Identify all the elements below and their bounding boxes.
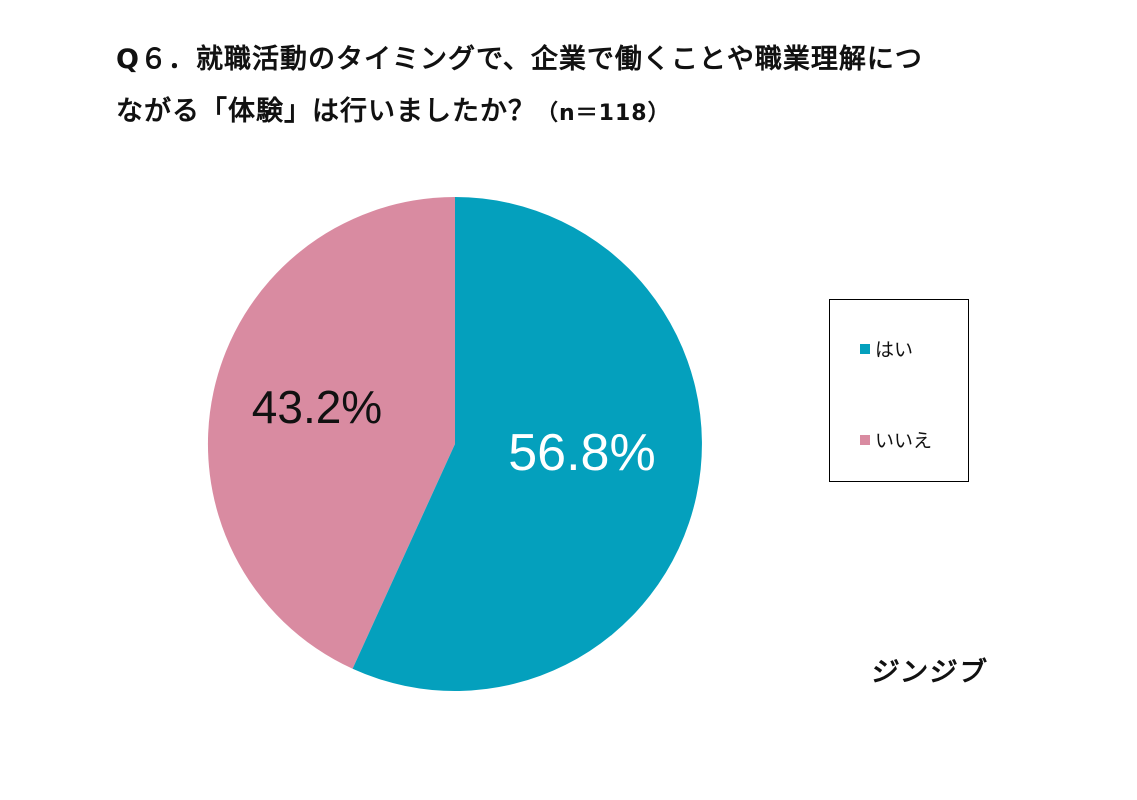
chart-title: Q６．就職活動のタイミングで、企業で働くことや職業理解につ ながる「体験」は行い… [116, 34, 1036, 140]
legend-swatch-no [860, 434, 870, 445]
legend-swatch-yes [860, 343, 870, 354]
slice-label-no: 43.2% [252, 381, 382, 433]
sample-size: （n＝118） [536, 101, 671, 126]
pie-slice-no [207, 196, 455, 669]
title-line-2-text: ながる「体験」は行いましたか？ [116, 96, 536, 127]
source-logo: ジンジブ [869, 657, 990, 688]
slice-label-yes: 56.8% [508, 424, 655, 482]
legend-item-no: いいえ [860, 426, 932, 453]
title-line-2: ながる「体験」は行いましたか？（n＝118） [116, 86, 1036, 140]
title-line-1: Q６．就職活動のタイミングで、企業で働くことや職業理解につ [116, 44, 923, 75]
chart-legend: はい いいえ [829, 299, 969, 482]
legend-label-yes: はい [875, 339, 914, 361]
pie-slice-yes [352, 197, 702, 691]
legend-label-no: いいえ [875, 430, 933, 452]
legend-item-yes: はい [860, 335, 913, 362]
